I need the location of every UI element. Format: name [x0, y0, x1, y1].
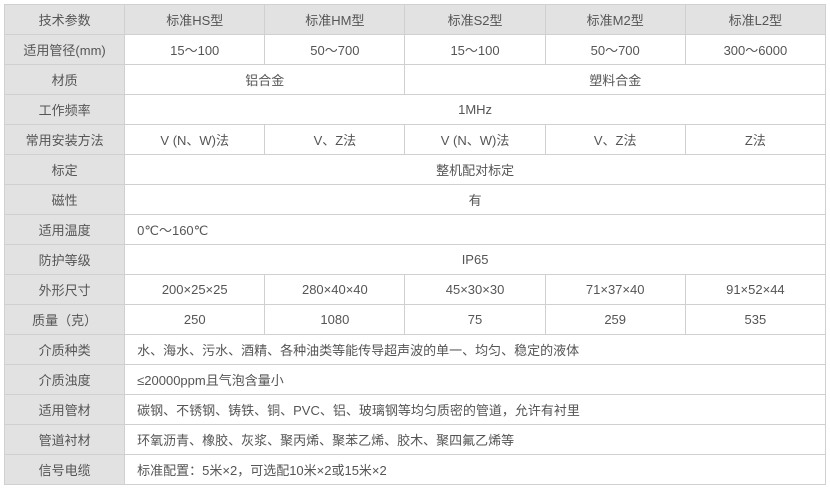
cell: 铝合金	[125, 65, 405, 95]
cell: IP65	[125, 245, 826, 275]
cell: 50～700	[545, 35, 685, 65]
row-label: 管道衬材	[5, 425, 125, 455]
col-header: 标准S2型	[405, 5, 545, 35]
cell: 71×37×40	[545, 275, 685, 305]
row-label: 磁性	[5, 185, 125, 215]
col-header: 标准HM型	[265, 5, 405, 35]
cell: V、Z法	[265, 125, 405, 155]
cell: 碳钢、不锈钢、铸铁、铜、PVC、铝、玻璃钢等均匀质密的管道，允许有衬里	[125, 395, 826, 425]
col-header: 标准HS型	[125, 5, 265, 35]
cell: 535	[685, 305, 825, 335]
cell: 1080	[265, 305, 405, 335]
row-label: 防护等级	[5, 245, 125, 275]
row-label: 适用管材	[5, 395, 125, 425]
cell: 75	[405, 305, 545, 335]
row-label: 常用安装方法	[5, 125, 125, 155]
cell: 标准配置：5米×2，可选配10米×2或15米×2	[125, 455, 826, 485]
cell: 280×40×40	[265, 275, 405, 305]
row-label: 材质	[5, 65, 125, 95]
cell: 15～100	[125, 35, 265, 65]
row-label: 外形尺寸	[5, 275, 125, 305]
row-label: 质量（克）	[5, 305, 125, 335]
row-label: 信号电缆	[5, 455, 125, 485]
col-header: 标准L2型	[685, 5, 825, 35]
cell: 水、海水、污水、酒精、各种油类等能传导超声波的单一、均匀、稳定的液体	[125, 335, 826, 365]
cell: 45×30×30	[405, 275, 545, 305]
cell: V (N、W)法	[125, 125, 265, 155]
cell: 1MHz	[125, 95, 826, 125]
cell: V (N、W)法	[405, 125, 545, 155]
cell: 环氧沥青、橡胶、灰浆、聚丙烯、聚苯乙烯、胶木、聚四氟乙烯等	[125, 425, 826, 455]
cell: 91×52×44	[685, 275, 825, 305]
row-label: 介质浊度	[5, 365, 125, 395]
cell: 250	[125, 305, 265, 335]
cell: 15～100	[405, 35, 545, 65]
cell: V、Z法	[545, 125, 685, 155]
row-label: 技术参数	[5, 5, 125, 35]
col-header: 标准M2型	[545, 5, 685, 35]
spec-table: 技术参数 标准HS型 标准HM型 标准S2型 标准M2型 标准L2型 适用管径(…	[4, 4, 826, 485]
cell: ≤20000ppm且气泡含量小	[125, 365, 826, 395]
row-label: 适用管径(mm)	[5, 35, 125, 65]
cell: 整机配对标定	[125, 155, 826, 185]
row-label: 适用温度	[5, 215, 125, 245]
cell: 有	[125, 185, 826, 215]
cell: 259	[545, 305, 685, 335]
cell: 200×25×25	[125, 275, 265, 305]
cell: 50～700	[265, 35, 405, 65]
cell: 塑料合金	[405, 65, 826, 95]
cell: Z法	[685, 125, 825, 155]
row-label: 标定	[5, 155, 125, 185]
cell: 300～6000	[685, 35, 825, 65]
cell: 0℃～160℃	[125, 215, 826, 245]
row-label: 介质种类	[5, 335, 125, 365]
row-label: 工作频率	[5, 95, 125, 125]
